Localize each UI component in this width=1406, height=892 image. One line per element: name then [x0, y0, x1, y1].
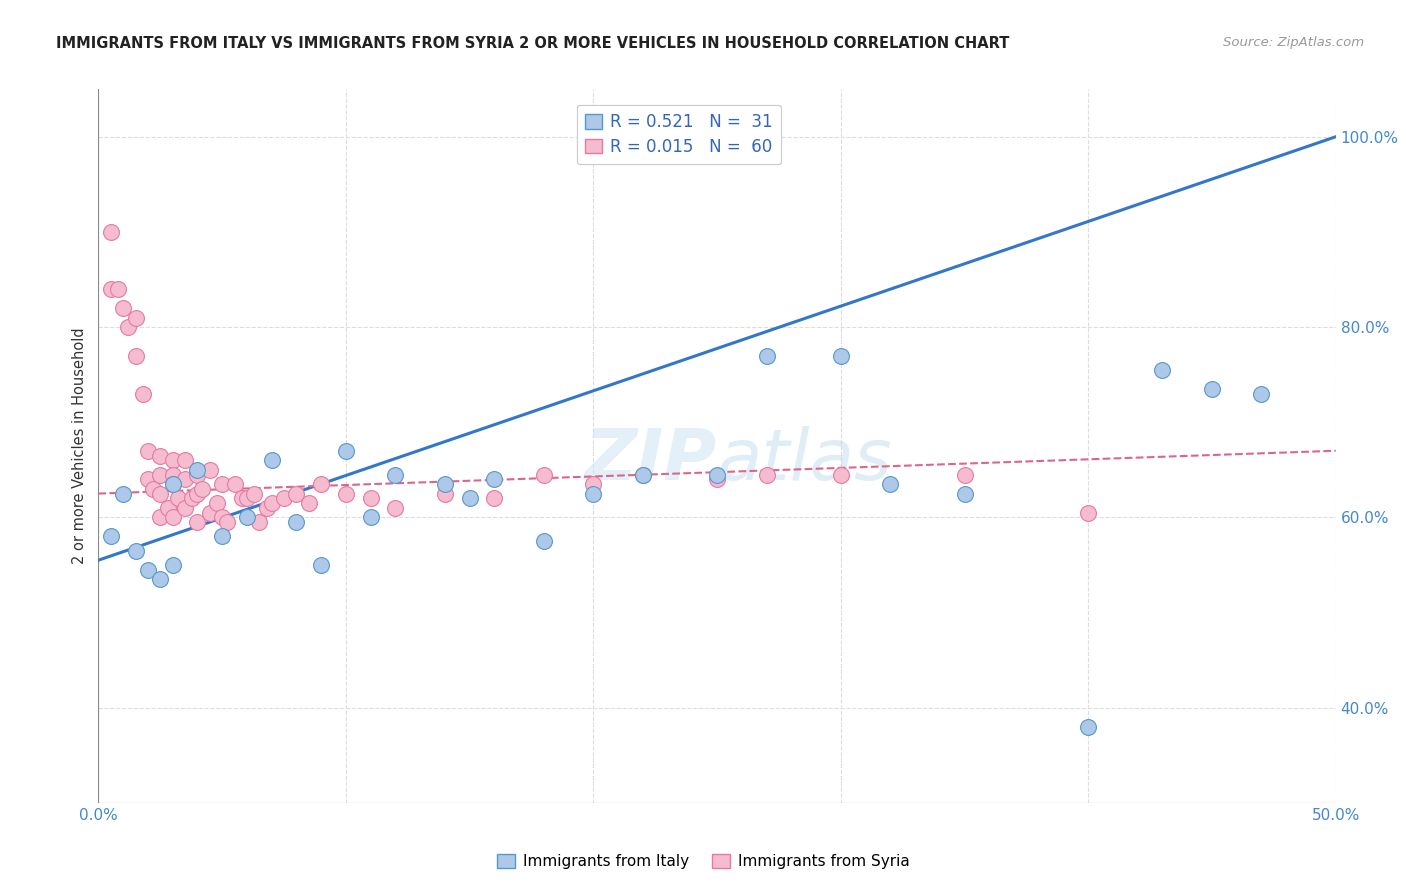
Point: [162, 558, 184, 572]
Point: [107, 282, 129, 296]
Point: [162, 453, 184, 467]
Point: [879, 477, 901, 491]
Point: [174, 500, 197, 515]
Point: [433, 486, 456, 500]
Point: [582, 486, 605, 500]
Point: [484, 472, 506, 486]
Point: [186, 463, 208, 477]
Point: [181, 491, 204, 506]
Point: [830, 349, 852, 363]
Y-axis label: 2 or more Vehicles in Household: 2 or more Vehicles in Household: [72, 327, 87, 565]
Point: [124, 349, 146, 363]
Point: [533, 467, 555, 482]
Point: [205, 496, 228, 510]
Point: [217, 515, 239, 529]
Point: [706, 472, 728, 486]
Legend: Immigrants from Italy, Immigrants from Syria: Immigrants from Italy, Immigrants from S…: [491, 848, 915, 875]
Point: [285, 515, 308, 529]
Point: [149, 486, 172, 500]
Point: [191, 482, 214, 496]
Point: [186, 467, 208, 482]
Point: [117, 320, 139, 334]
Point: [211, 477, 233, 491]
Point: [755, 467, 778, 482]
Point: [174, 453, 197, 467]
Text: ZIP: ZIP: [585, 425, 717, 495]
Point: [335, 486, 357, 500]
Point: [1250, 386, 1272, 401]
Point: [631, 467, 654, 482]
Point: [136, 443, 159, 458]
Point: [1152, 363, 1174, 377]
Point: [256, 500, 278, 515]
Point: [149, 449, 172, 463]
Point: [484, 491, 506, 506]
Point: [298, 496, 321, 510]
Point: [149, 467, 172, 482]
Point: [156, 500, 179, 515]
Point: [260, 496, 283, 510]
Point: [174, 472, 197, 486]
Point: [243, 486, 266, 500]
Point: [136, 472, 159, 486]
Point: [1201, 382, 1223, 396]
Point: [186, 486, 208, 500]
Point: [112, 301, 135, 315]
Point: [309, 477, 332, 491]
Point: [236, 510, 259, 524]
Point: [309, 558, 332, 572]
Point: [149, 572, 172, 586]
Point: [112, 486, 135, 500]
Point: [755, 349, 778, 363]
Point: [706, 467, 728, 482]
Text: Source: ZipAtlas.com: Source: ZipAtlas.com: [1223, 36, 1364, 49]
Point: [100, 529, 122, 543]
Point: [360, 510, 382, 524]
Point: [166, 491, 188, 506]
Point: [162, 477, 184, 491]
Point: [211, 529, 233, 543]
Point: [149, 510, 172, 524]
Point: [631, 467, 654, 482]
Point: [124, 543, 146, 558]
Legend: R = 0.521   N =  31, R = 0.015   N =  60: R = 0.521 N = 31, R = 0.015 N = 60: [576, 104, 782, 164]
Point: [384, 467, 406, 482]
Point: [162, 477, 184, 491]
Point: [830, 467, 852, 482]
Point: [142, 482, 165, 496]
Point: [162, 510, 184, 524]
Text: atlas: atlas: [717, 425, 891, 495]
Point: [132, 386, 155, 401]
Point: [224, 477, 246, 491]
Point: [1077, 720, 1099, 734]
Point: [186, 515, 208, 529]
Point: [124, 310, 146, 325]
Point: [100, 225, 122, 239]
Point: [335, 443, 357, 458]
Point: [136, 563, 159, 577]
Point: [231, 491, 253, 506]
Point: [533, 534, 555, 549]
Point: [100, 282, 122, 296]
Point: [433, 477, 456, 491]
Point: [953, 467, 976, 482]
Point: [273, 491, 295, 506]
Point: [198, 506, 221, 520]
Point: [211, 510, 233, 524]
Point: [384, 500, 406, 515]
Point: [582, 477, 605, 491]
Point: [285, 486, 308, 500]
Point: [360, 491, 382, 506]
Point: [260, 453, 283, 467]
Point: [162, 467, 184, 482]
Point: [198, 463, 221, 477]
Point: [953, 486, 976, 500]
Point: [247, 515, 270, 529]
Point: [1077, 506, 1099, 520]
Text: IMMIGRANTS FROM ITALY VS IMMIGRANTS FROM SYRIA 2 OR MORE VEHICLES IN HOUSEHOLD C: IMMIGRANTS FROM ITALY VS IMMIGRANTS FROM…: [56, 36, 1010, 51]
Point: [236, 491, 259, 506]
Point: [458, 491, 481, 506]
